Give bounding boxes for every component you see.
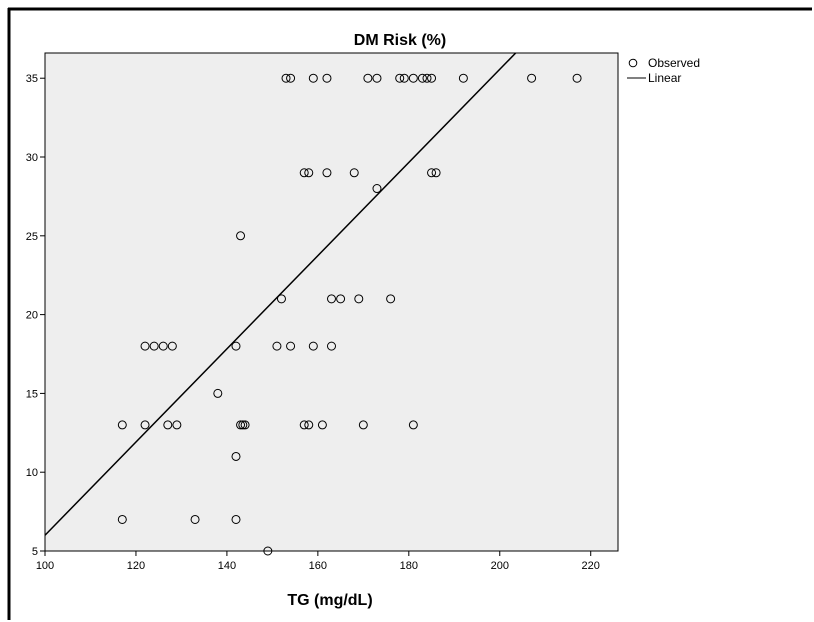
data-point (417, 73, 427, 83)
data-point (427, 168, 437, 178)
linear-fit-series (44, 52, 517, 536)
linear-fit-line (44, 52, 517, 536)
data-point (349, 168, 359, 178)
data-point (190, 514, 200, 524)
data-point (358, 420, 368, 430)
data-point (408, 73, 418, 83)
data-point (308, 73, 318, 83)
data-point (527, 73, 537, 83)
y-tick-label: 35 (26, 73, 38, 85)
data-point (308, 341, 318, 351)
data-point (322, 168, 332, 178)
data-point (399, 73, 409, 83)
x-tick-label: 180 (400, 560, 418, 572)
data-point (322, 73, 332, 83)
data-point (167, 341, 177, 351)
data-point (408, 420, 418, 430)
data-point (327, 341, 336, 351)
x-tick-label: 120 (127, 560, 145, 572)
data-point (240, 420, 250, 430)
data-point (372, 73, 382, 83)
data-point (299, 168, 309, 178)
data-point (317, 420, 327, 430)
data-point (140, 341, 150, 351)
x-tick-label: 200 (491, 560, 509, 572)
data-point (386, 294, 396, 304)
data-point (158, 341, 168, 351)
legend-observed-marker (628, 58, 638, 68)
data-point (363, 73, 373, 83)
data-point (117, 514, 127, 524)
y-tick-label: 30 (26, 152, 38, 164)
data-point (272, 341, 282, 351)
y-tick-label: 15 (26, 388, 38, 400)
y-tick-label: 25 (26, 231, 38, 243)
y-tick-label: 20 (26, 310, 38, 322)
x-axis: 100 120 140 160 180 200 220 (36, 551, 600, 572)
data-point (117, 420, 127, 430)
x-tick-label: 220 (582, 560, 600, 572)
legend: Observed Linear (627, 56, 700, 85)
data-point (304, 420, 314, 430)
data-point (236, 420, 246, 430)
data-point (395, 73, 405, 83)
y-tick-label: 10 (26, 467, 38, 479)
data-point (163, 420, 173, 430)
data-point (354, 294, 364, 304)
data-point (231, 451, 241, 461)
data-point (231, 514, 241, 524)
data-point (299, 420, 309, 430)
data-point (172, 420, 182, 430)
plot-area (44, 52, 619, 552)
data-point (304, 168, 314, 178)
x-axis-label: TG (mg/dL) (287, 592, 372, 609)
observed-series (117, 73, 582, 556)
data-point (231, 341, 241, 351)
y-tick-label: 5 (32, 546, 38, 558)
data-point (281, 73, 291, 83)
data-point (427, 73, 437, 83)
data-point (422, 73, 432, 83)
x-tick-label: 160 (309, 560, 327, 572)
x-tick-label: 140 (218, 560, 236, 572)
legend-linear-label: Linear (648, 71, 681, 85)
data-point (213, 388, 223, 398)
y-axis: 5 10 15 20 25 30 35 (26, 73, 45, 558)
data-point (458, 73, 468, 83)
data-point (372, 184, 382, 194)
legend-observed-label: Observed (648, 56, 700, 70)
data-point (286, 73, 296, 83)
data-point (238, 420, 248, 430)
data-point (149, 341, 159, 351)
data-point (336, 294, 346, 304)
data-point (286, 341, 296, 351)
x-tick-label: 100 (36, 560, 54, 572)
data-point (263, 546, 273, 556)
data-point (140, 420, 150, 430)
data-point (276, 294, 286, 304)
data-point (572, 73, 582, 83)
chart-title: DM Risk (%) (354, 32, 446, 49)
data-point (236, 231, 246, 241)
data-point (327, 294, 336, 304)
data-point (431, 168, 441, 178)
